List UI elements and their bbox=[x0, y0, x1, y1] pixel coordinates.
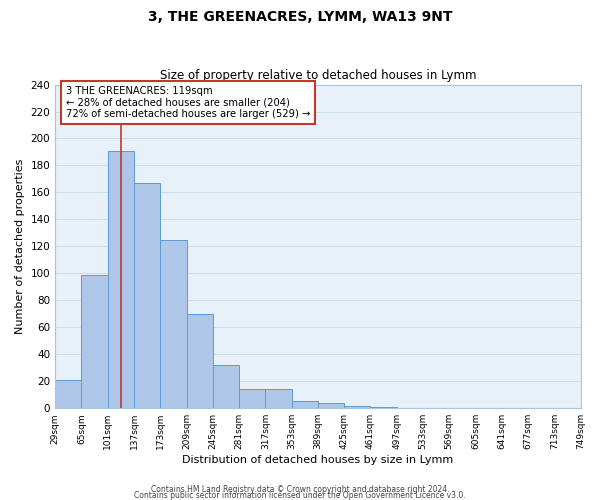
X-axis label: Distribution of detached houses by size in Lymm: Distribution of detached houses by size … bbox=[182, 455, 454, 465]
Y-axis label: Number of detached properties: Number of detached properties bbox=[15, 158, 25, 334]
Bar bbox=[292, 402, 318, 408]
Bar bbox=[344, 406, 370, 408]
Bar bbox=[82, 274, 108, 408]
Bar bbox=[160, 240, 187, 408]
Text: Contains HM Land Registry data © Crown copyright and database right 2024.: Contains HM Land Registry data © Crown c… bbox=[151, 484, 449, 494]
Title: Size of property relative to detached houses in Lymm: Size of property relative to detached ho… bbox=[160, 69, 476, 82]
Bar bbox=[187, 314, 213, 408]
Text: 3, THE GREENACRES, LYMM, WA13 9NT: 3, THE GREENACRES, LYMM, WA13 9NT bbox=[148, 10, 452, 24]
Bar bbox=[213, 365, 239, 408]
Bar bbox=[265, 390, 292, 408]
Bar bbox=[370, 407, 397, 408]
Bar bbox=[318, 403, 344, 408]
Bar bbox=[134, 183, 160, 408]
Text: Contains public sector information licensed under the Open Government Licence v3: Contains public sector information licen… bbox=[134, 490, 466, 500]
Text: 3 THE GREENACRES: 119sqm
← 28% of detached houses are smaller (204)
72% of semi-: 3 THE GREENACRES: 119sqm ← 28% of detach… bbox=[65, 86, 310, 120]
Bar bbox=[239, 390, 265, 408]
Bar bbox=[108, 150, 134, 408]
Bar bbox=[55, 380, 82, 408]
